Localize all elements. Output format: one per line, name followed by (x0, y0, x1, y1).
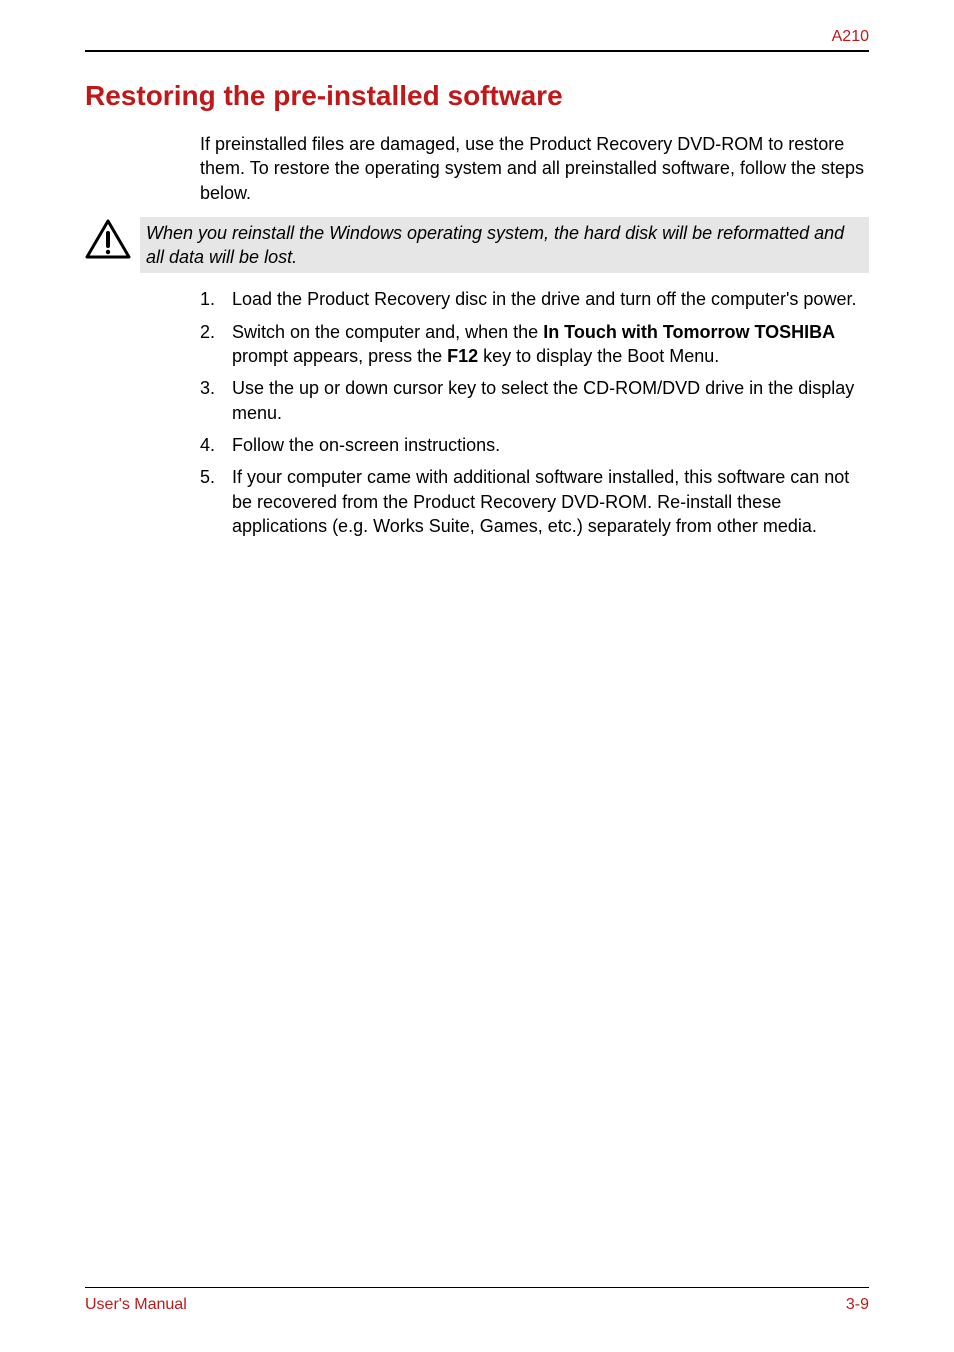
model-label: A210 (85, 28, 869, 46)
step-number: 4. (200, 433, 215, 457)
step-text: Load the Product Recovery disc in the dr… (232, 289, 856, 309)
footer-right: 3-9 (846, 1296, 869, 1314)
intro-paragraph: If preinstalled files are damaged, use t… (200, 132, 869, 205)
step-number: 2. (200, 320, 215, 344)
step-text: Switch on the computer and, when the In … (232, 322, 835, 366)
footer-left: User's Manual (85, 1296, 187, 1314)
list-item: 5. If your computer came with additional… (200, 465, 869, 538)
list-item: 3. Use the up or down cursor key to sele… (200, 376, 869, 425)
step-number: 3. (200, 376, 215, 400)
step-text: Use the up or down cursor key to select … (232, 378, 854, 422)
warning-text: When you reinstall the Windows operating… (140, 217, 869, 274)
step-text: If your computer came with additional so… (232, 467, 849, 536)
section-title: Restoring the pre-installed software (85, 80, 869, 112)
list-item: 4. Follow the on-screen instructions. (200, 433, 869, 457)
list-item: 1. Load the Product Recovery disc in the… (200, 287, 869, 311)
footer-rule (85, 1287, 869, 1288)
warning-block: When you reinstall the Windows operating… (85, 217, 869, 274)
header-rule (85, 50, 869, 52)
step-number: 5. (200, 465, 215, 489)
step-text: Follow the on-screen instructions. (232, 435, 500, 455)
steps-list: 1. Load the Product Recovery disc in the… (200, 287, 869, 538)
warning-icon (85, 219, 131, 264)
list-item: 2. Switch on the computer and, when the … (200, 320, 869, 369)
step-number: 1. (200, 287, 215, 311)
